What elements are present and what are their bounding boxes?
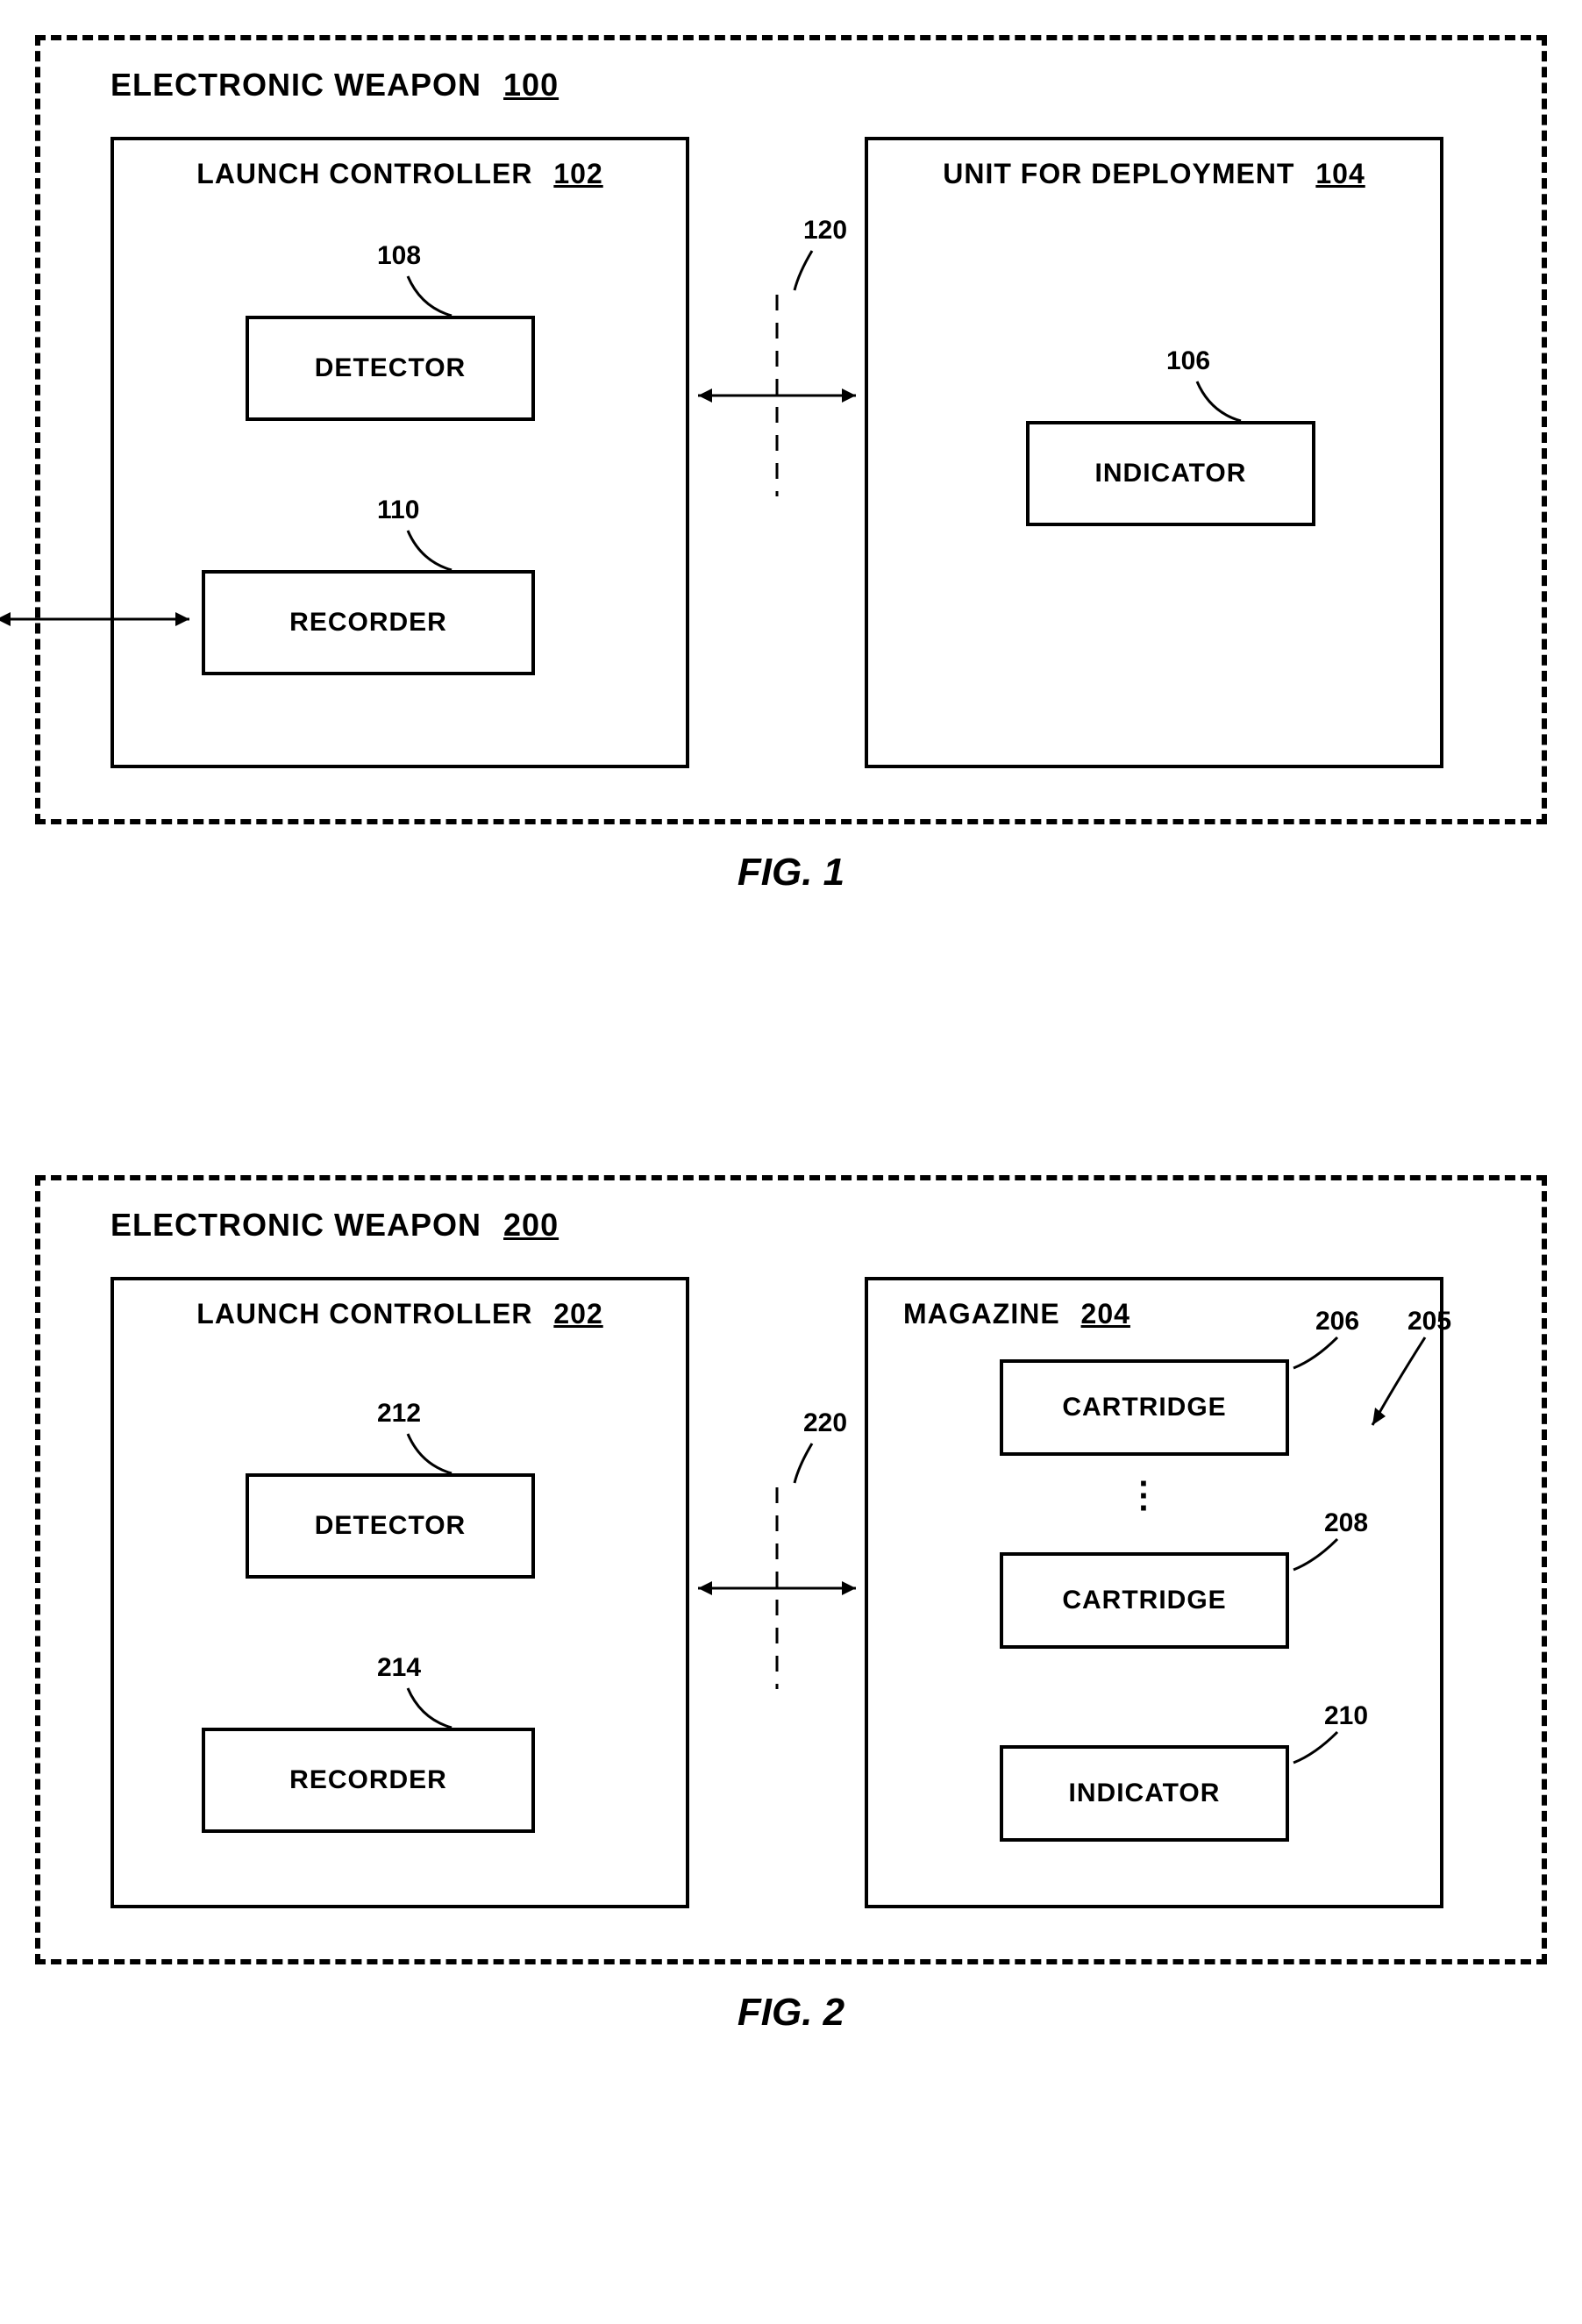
- fig2-cartridge1-box: CARTRIDGE: [1000, 1359, 1289, 1456]
- fig2-cartridge1-ref: 206: [1315, 1307, 1359, 1337]
- fig1-left-label: LAUNCH CONTROLLER: [196, 158, 532, 189]
- fig2-interface-ref: 220: [803, 1408, 847, 1438]
- fig2-detector-label: DETECTOR: [315, 1511, 466, 1541]
- lead-icon: [1289, 1535, 1350, 1579]
- ellipsis-icon: ···: [1136, 1478, 1153, 1515]
- fig1-indicator-box: INDICATOR: [1026, 421, 1315, 526]
- fig1-outer-title: ELECTRONIC WEAPON 100: [110, 67, 559, 103]
- fig2-cartridge2-ref: 208: [1324, 1508, 1368, 1538]
- fig2-group-ref: 205: [1407, 1307, 1451, 1337]
- figure-gap: [35, 947, 1547, 1175]
- lead-icon: [1289, 1728, 1350, 1772]
- fig1-right-box: UNIT FOR DEPLOYMENT 104 106 INDICATOR: [865, 137, 1443, 768]
- fig1-detector-ref: 108: [377, 241, 421, 271]
- lead-icon: [1289, 1333, 1350, 1377]
- fig2-cartridge2-label: CARTRIDGE: [1062, 1586, 1226, 1615]
- fig1-right-title: UNIT FOR DEPLOYMENT 104: [868, 158, 1440, 190]
- fig1-left-title: LAUNCH CONTROLLER 102: [114, 158, 686, 190]
- fig2-outer-ref: 200: [503, 1207, 559, 1243]
- fig2-left-title: LAUNCH CONTROLLER 202: [114, 1298, 686, 1330]
- fig2-detector-box: DETECTOR: [246, 1473, 535, 1579]
- fig2-outer-box: ELECTRONIC WEAPON 200 LAUNCH CONTROLLER …: [35, 1175, 1547, 1964]
- fig2-left-label: LAUNCH CONTROLLER: [196, 1298, 532, 1330]
- fig1-left-ref: 102: [553, 158, 602, 189]
- fig1-indicator-ref: 106: [1166, 346, 1210, 376]
- fig2-left-ref: 202: [553, 1298, 602, 1330]
- lead-icon: [790, 1439, 834, 1492]
- group-arrow-icon: [1359, 1333, 1438, 1438]
- interface-marker-icon: [689, 1487, 865, 1698]
- fig2-outer-label: ELECTRONIC WEAPON: [110, 1207, 481, 1243]
- figure-1: ELECTRONIC WEAPON 100 LAUNCH CONTROLLER …: [35, 35, 1547, 895]
- fig1-right-label: UNIT FOR DEPLOYMENT: [943, 158, 1294, 189]
- lead-icon: [790, 246, 834, 299]
- fig2-cartridge2-box: CARTRIDGE: [1000, 1552, 1289, 1649]
- fig2-caption: FIG. 2: [35, 1991, 1547, 2035]
- fig2-recorder-box: RECORDER: [202, 1728, 535, 1833]
- fig2-indicator-label: INDICATOR: [1069, 1779, 1221, 1808]
- fig2-recorder-label: RECORDER: [289, 1765, 447, 1795]
- fig1-outer-label: ELECTRONIC WEAPON: [110, 67, 481, 103]
- fig1-right-ref: 104: [1315, 158, 1365, 189]
- fig2-right-ref: 204: [1081, 1298, 1130, 1330]
- fig1-recorder-label: RECORDER: [289, 608, 447, 638]
- fig2-right-label: MAGAZINE: [903, 1298, 1060, 1330]
- fig2-outer-title: ELECTRONIC WEAPON 200: [110, 1207, 559, 1244]
- fig2-left-box: LAUNCH CONTROLLER 202 212 DETECTOR 214 R: [110, 1277, 689, 1908]
- page: ELECTRONIC WEAPON 100 LAUNCH CONTROLLER …: [35, 35, 1547, 2035]
- fig2-indicator-ref: 210: [1324, 1701, 1368, 1731]
- figure-2: ELECTRONIC WEAPON 200 LAUNCH CONTROLLER …: [35, 1175, 1547, 2035]
- interface-marker-icon: [689, 295, 865, 505]
- fig2-right-box: MAGAZINE 204 CARTRIDGE 206 205: [865, 1277, 1443, 1908]
- fig1-left-box: LAUNCH CONTROLLER 102 108 DETECTOR 110 R: [110, 137, 689, 768]
- fig2-indicator-box: INDICATOR: [1000, 1745, 1289, 1842]
- fig2-detector-ref: 212: [377, 1399, 421, 1429]
- fig2-recorder-ref: 214: [377, 1653, 421, 1683]
- fig2-right-title: MAGAZINE 204: [903, 1298, 1440, 1330]
- fig1-interface-ref: 120: [803, 216, 847, 246]
- fig1-detector-label: DETECTOR: [315, 353, 466, 383]
- fig1-caption: FIG. 1: [35, 851, 1547, 895]
- fig1-detector-box: DETECTOR: [246, 316, 535, 421]
- fig1-indicator-label: INDICATOR: [1095, 459, 1247, 488]
- fig1-recorder-ref: 110: [377, 495, 419, 525]
- fig1-recorder-box: RECORDER: [202, 570, 535, 675]
- fig2-cartridge1-label: CARTRIDGE: [1062, 1393, 1226, 1422]
- fig1-outer-box: ELECTRONIC WEAPON 100 LAUNCH CONTROLLER …: [35, 35, 1547, 824]
- fig1-outer-ref: 100: [503, 67, 559, 103]
